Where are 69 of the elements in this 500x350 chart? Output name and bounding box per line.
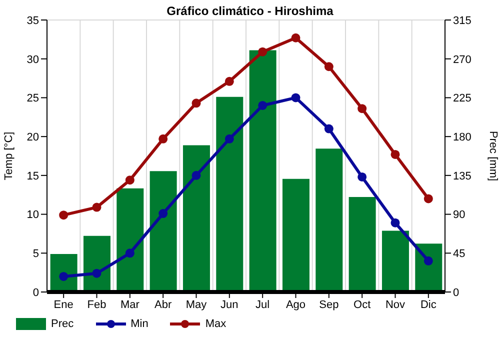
point xyxy=(224,134,234,144)
point xyxy=(125,248,134,258)
bar xyxy=(415,244,442,292)
bar xyxy=(116,188,144,292)
chart-title: Gráfico climático - Hiroshima xyxy=(166,4,334,18)
x-tick-label: Mar xyxy=(120,298,140,311)
bar xyxy=(382,230,409,292)
point xyxy=(324,124,334,134)
point xyxy=(258,100,268,110)
point xyxy=(424,256,433,266)
x-tick-label: Sep xyxy=(319,298,339,311)
y2-tick-label: 45 xyxy=(453,248,466,260)
x-tick-label: Dic xyxy=(420,298,437,311)
point xyxy=(358,172,367,182)
x-tick-label: Ago xyxy=(286,298,306,311)
x-tick-label: Abr xyxy=(154,298,172,311)
x-tick-label: May xyxy=(186,298,208,311)
y2-tick-label: 315 xyxy=(453,14,472,27)
point xyxy=(92,268,102,278)
point xyxy=(192,170,201,180)
point xyxy=(291,33,300,42)
point xyxy=(59,210,68,220)
bar xyxy=(348,197,376,292)
bar xyxy=(249,50,276,292)
y-tick-label: 35 xyxy=(26,14,39,27)
bar xyxy=(316,148,343,292)
y2-tick-label: 0 xyxy=(453,286,460,299)
x-tick-label: Nov xyxy=(385,298,406,311)
y2-tick-label: 270 xyxy=(453,54,472,66)
y-tick-label: 0 xyxy=(32,286,39,299)
y-tick-label: 10 xyxy=(26,209,39,222)
point xyxy=(125,176,134,185)
y-tick-label: 15 xyxy=(26,170,39,182)
bar xyxy=(282,178,310,292)
y2-tick-label: 180 xyxy=(453,131,472,144)
y-tick-label: 20 xyxy=(26,131,39,144)
x-tick-label: Oct xyxy=(354,298,371,311)
point xyxy=(258,47,268,56)
bar xyxy=(50,254,78,292)
point xyxy=(358,104,367,114)
point xyxy=(158,134,168,144)
y-tick-label: 5 xyxy=(32,248,39,260)
legend-label: Min xyxy=(130,318,148,330)
legend-label: Prec xyxy=(51,318,74,330)
y2-tick-label: 135 xyxy=(453,170,472,182)
point xyxy=(192,98,201,108)
bar xyxy=(216,96,244,292)
y-tick-label: 25 xyxy=(26,92,39,105)
bar xyxy=(83,236,110,292)
x-tick-label: Jul xyxy=(256,298,270,311)
point xyxy=(390,218,400,228)
point xyxy=(324,62,334,72)
legend-label: Max xyxy=(205,318,226,330)
y2-tick-label: 225 xyxy=(453,92,472,105)
y-tick-label: 30 xyxy=(26,54,39,66)
point xyxy=(158,209,168,218)
bar xyxy=(182,145,210,292)
point xyxy=(92,202,102,212)
x-tick-label: Feb xyxy=(87,298,106,311)
y-axis-title: Temp [°C] xyxy=(2,132,15,180)
point xyxy=(390,150,400,159)
x-tick-label: Jun xyxy=(220,298,238,311)
y2-axis-title: Prec [mm] xyxy=(487,130,500,182)
x-tick-label: Ene xyxy=(54,298,74,311)
point xyxy=(224,76,234,86)
y2-tick-label: 90 xyxy=(453,209,466,222)
point xyxy=(424,194,433,204)
bar xyxy=(150,171,177,292)
point xyxy=(291,93,300,102)
